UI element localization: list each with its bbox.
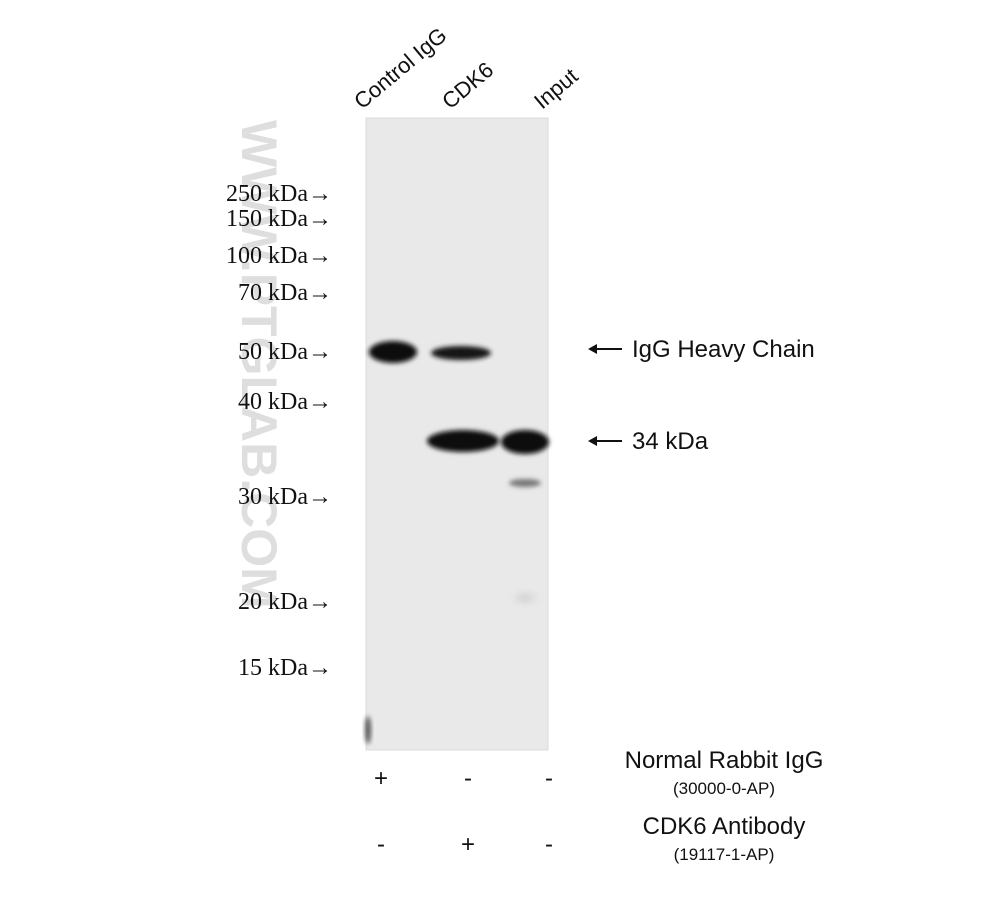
catalog-number: (19117-1-AP)	[674, 845, 775, 864]
marker-label: 50 kDa→	[238, 339, 332, 365]
condition-table: Normal Rabbit IgG (30000-0-AP) + - - CDK6 Ant…	[374, 747, 823, 864]
row-label: CDK6 Antibody	[643, 813, 806, 840]
band	[501, 430, 549, 454]
arrow-head	[588, 344, 597, 354]
band	[427, 430, 499, 452]
marker-label: 70 kDa→	[238, 280, 332, 306]
marker-label: 40 kDa→	[238, 389, 332, 415]
sign: +	[374, 765, 388, 792]
marker-label: 250 kDa→	[226, 181, 332, 207]
gel-edge	[365, 117, 549, 751]
row-label: Normal Rabbit IgG	[625, 747, 824, 774]
sign: +	[461, 831, 475, 858]
marker-label: 150 kDa→	[226, 206, 332, 232]
band-label-group: IgG Heavy Chain 34 kDa	[588, 336, 815, 455]
marker-label: 15 kDa→	[238, 655, 332, 681]
band-label: IgG Heavy Chain	[632, 336, 815, 363]
band	[515, 594, 535, 602]
marker-labels: 250 kDa→150 kDa→ 100 kDa→ 70 kDa→ 50 kDa→ 40…	[226, 181, 332, 681]
band	[509, 479, 541, 487]
band	[431, 346, 491, 360]
band-label: 34 kDa	[632, 428, 709, 455]
marker-label: 100 kDa→	[226, 243, 332, 269]
sign: -	[545, 831, 553, 858]
band	[369, 341, 417, 363]
watermark: WWW.PTGLAB.COM	[231, 120, 287, 609]
bands	[365, 341, 549, 744]
marker-label: 30 kDa→	[238, 484, 332, 510]
sign: -	[545, 765, 553, 792]
sign: -	[464, 765, 472, 792]
catalog-number: (30000-0-AP)	[673, 779, 775, 798]
marker-label: 20 kDa→	[238, 589, 332, 615]
sign: -	[377, 831, 385, 858]
arrow-head	[588, 436, 597, 446]
band	[365, 716, 371, 744]
